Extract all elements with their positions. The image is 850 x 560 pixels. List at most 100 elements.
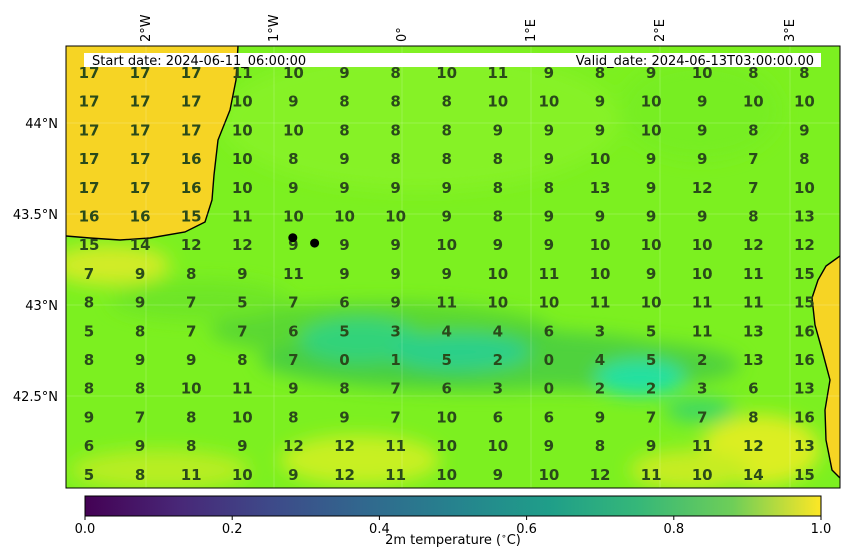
grid-value-r5-c14: 13 bbox=[794, 208, 815, 226]
grid-value-r7-c2: 8 bbox=[186, 265, 196, 283]
grid-value-r3-c4: 8 bbox=[288, 150, 298, 168]
grid-value-r7-c4: 11 bbox=[283, 265, 304, 283]
grid-value-r4-c14: 10 bbox=[794, 179, 815, 197]
grid-value-r8-c8: 10 bbox=[487, 294, 508, 312]
grid-value-r0-c2: 17 bbox=[181, 64, 202, 82]
grid-value-r14-c13: 14 bbox=[743, 466, 764, 484]
grid-value-r5-c0: 16 bbox=[79, 208, 100, 226]
lat-label-43n: 43°N bbox=[25, 299, 58, 314]
grid-value-r9-c9: 6 bbox=[544, 322, 554, 340]
grid-value-r1-c7: 8 bbox=[441, 93, 451, 111]
grid-value-r8-c14: 15 bbox=[794, 294, 815, 312]
grid-value-r2-c3: 10 bbox=[232, 121, 253, 139]
grid-value-r4-c1: 17 bbox=[130, 179, 151, 197]
grid-value-r2-c14: 9 bbox=[799, 121, 809, 139]
grid-value-r6-c2: 12 bbox=[181, 236, 202, 254]
grid-value-r9-c3: 7 bbox=[237, 322, 247, 340]
grid-value-r1-c6: 8 bbox=[390, 93, 400, 111]
coastline-mediterranean bbox=[811, 255, 840, 479]
map-area: 17 17 17 11 10 9 8 10 11 9 8 9 10 8 8 17 17 17 10 9 8 8 8 10 10 9… bbox=[66, 46, 840, 488]
grid-value-r6-c1: 14 bbox=[130, 236, 151, 254]
grid-value-r7-c11: 9 bbox=[646, 265, 656, 283]
grid-value-r13-c13: 12 bbox=[743, 437, 764, 455]
grid-value-r2-c0: 17 bbox=[79, 121, 100, 139]
grid-value-r1-c9: 10 bbox=[538, 93, 559, 111]
station-point-0 bbox=[288, 233, 298, 243]
grid-value-r8-c10: 11 bbox=[590, 294, 611, 312]
lon-label-2e: 2°E bbox=[653, 19, 668, 42]
grid-value-r6-c6: 9 bbox=[390, 236, 400, 254]
grid-value-r10-c8: 2 bbox=[493, 351, 503, 369]
grid-value-r7-c9: 11 bbox=[538, 265, 559, 283]
grid-value-r13-c0: 6 bbox=[84, 437, 94, 455]
grid-value-r0-c4: 10 bbox=[283, 64, 304, 82]
grid-value-r8-c3: 5 bbox=[237, 294, 247, 312]
grid-value-r12-c13: 8 bbox=[748, 408, 758, 426]
longitude-labels: 2°W 1°W 0° 1°E 2°E 3°E bbox=[139, 14, 798, 42]
grid-value-r3-c7: 8 bbox=[441, 150, 451, 168]
grid-value-r14-c6: 11 bbox=[385, 466, 406, 484]
grid-value-r7-c14: 15 bbox=[794, 265, 815, 283]
grid-value-r0-c12: 10 bbox=[692, 64, 713, 82]
colorbar-ticks: 0.0 0.2 0.4 0.6 0.8 1.0 bbox=[75, 516, 831, 537]
grid-value-r7-c13: 11 bbox=[743, 265, 764, 283]
grid-value-r4-c9: 8 bbox=[544, 179, 554, 197]
grid-value-r0-c0: 17 bbox=[79, 64, 100, 82]
station-points-layer bbox=[288, 233, 320, 248]
start-date-label: Start date: 2024-06-11_06:00:00 bbox=[92, 54, 306, 69]
grid-value-r3-c8: 8 bbox=[493, 150, 503, 168]
grid-value-r3-c14: 8 bbox=[799, 150, 809, 168]
grid-value-r2-c7: 8 bbox=[441, 121, 451, 139]
grid-value-r0-c11: 9 bbox=[646, 64, 656, 82]
lon-label-1w: 1°W bbox=[267, 14, 282, 42]
grid-value-r2-c5: 8 bbox=[339, 121, 349, 139]
grid-value-r9-c8: 4 bbox=[493, 322, 503, 340]
grid-value-r0-c8: 11 bbox=[487, 64, 508, 82]
grid-value-r8-c0: 8 bbox=[84, 294, 94, 312]
grid-value-r12-c10: 9 bbox=[595, 408, 605, 426]
grid-value-r5-c8: 8 bbox=[493, 208, 503, 226]
grid-value-r14-c9: 10 bbox=[538, 466, 559, 484]
grid-value-r4-c8: 8 bbox=[493, 179, 503, 197]
grid-value-r2-c11: 10 bbox=[641, 121, 662, 139]
grid-value-r5-c1: 16 bbox=[130, 208, 151, 226]
grid-value-r6-c0: 15 bbox=[79, 236, 100, 254]
grid-value-r14-c0: 5 bbox=[84, 466, 94, 484]
grid-value-r8-c7: 11 bbox=[436, 294, 457, 312]
colorbar-tick-label-0: 0.0 bbox=[75, 522, 96, 537]
lon-label-3e: 3°E bbox=[783, 19, 798, 42]
station-point-1 bbox=[310, 238, 320, 248]
colorbar-label: 2m temperature (∘C) bbox=[385, 532, 521, 548]
grid-value-r3-c9: 9 bbox=[544, 150, 554, 168]
grid-value-r11-c9: 0 bbox=[544, 380, 554, 398]
grid-value-r10-c1: 9 bbox=[135, 351, 145, 369]
grid-value-r1-c10: 9 bbox=[595, 93, 605, 111]
grid-value-r2-c10: 9 bbox=[595, 121, 605, 139]
grid-value-r3-c3: 10 bbox=[232, 150, 253, 168]
grid-value-r0-c1: 17 bbox=[130, 64, 151, 82]
grid-value-r4-c2: 16 bbox=[181, 179, 202, 197]
grid-value-r8-c13: 11 bbox=[743, 294, 764, 312]
grid-value-r3-c5: 9 bbox=[339, 150, 349, 168]
grid-value-r5-c2: 15 bbox=[181, 208, 202, 226]
grid-value-r5-c3: 11 bbox=[232, 208, 253, 226]
grid-value-r6-c13: 12 bbox=[743, 236, 764, 254]
grid-value-r11-c6: 7 bbox=[390, 380, 400, 398]
grid-value-r1-c0: 17 bbox=[79, 93, 100, 111]
grid-value-r6-c9: 9 bbox=[544, 236, 554, 254]
grid-value-r5-c13: 8 bbox=[748, 208, 758, 226]
grid-value-r1-c11: 10 bbox=[641, 93, 662, 111]
grid-value-r4-c10: 13 bbox=[590, 179, 611, 197]
grid-value-r0-c9: 9 bbox=[544, 64, 554, 82]
grid-value-r9-c11: 5 bbox=[646, 322, 656, 340]
colorbar-tick-label-3: 0.6 bbox=[516, 522, 537, 537]
grid-value-r4-c6: 9 bbox=[390, 179, 400, 197]
grid-value-r13-c4: 12 bbox=[283, 437, 304, 455]
colorbar-tick-label-4: 0.8 bbox=[663, 522, 684, 537]
grid-value-r1-c13: 10 bbox=[743, 93, 764, 111]
grid-value-r12-c5: 9 bbox=[339, 408, 349, 426]
grid-value-r14-c11: 11 bbox=[641, 466, 662, 484]
grid-value-r13-c14: 13 bbox=[794, 437, 815, 455]
grid-value-r6-c5: 9 bbox=[339, 236, 349, 254]
grid-value-r6-c4: 9 bbox=[288, 236, 298, 254]
